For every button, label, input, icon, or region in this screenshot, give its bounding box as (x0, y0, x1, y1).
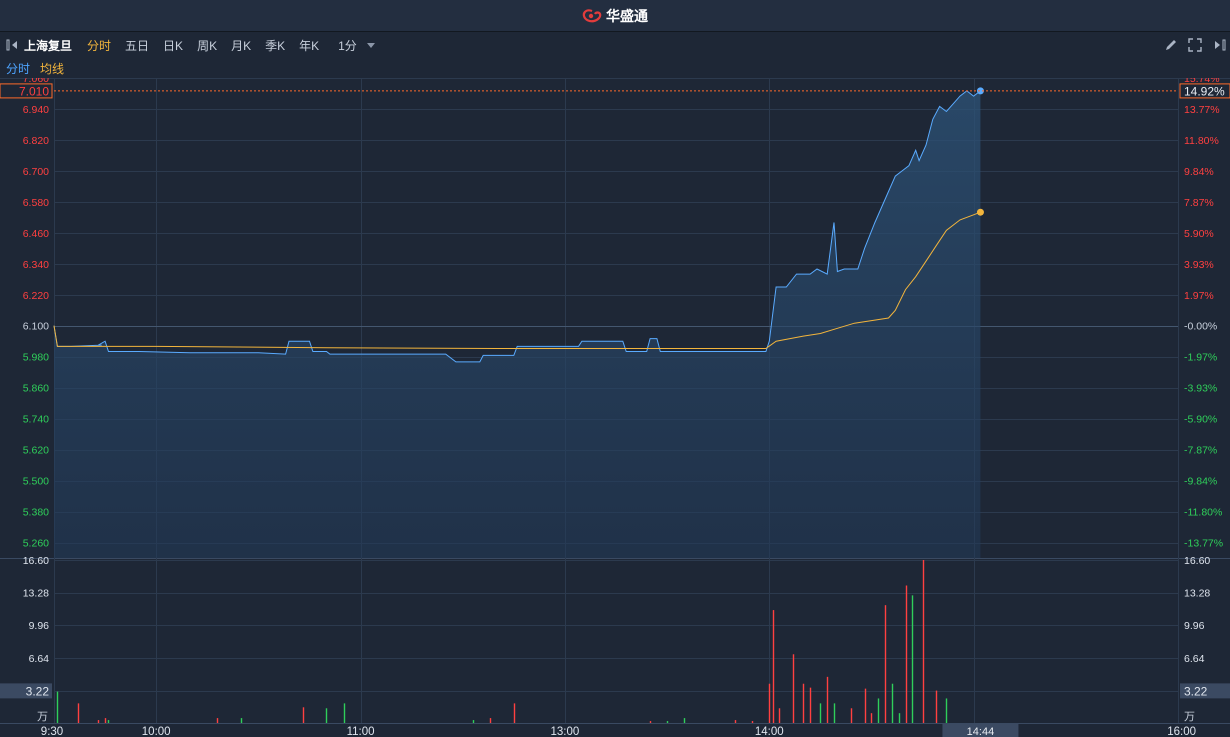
brand-name: 华盛通 (606, 7, 648, 24)
legend-avg-line: 均线 (40, 61, 65, 76)
pct-tick-label: 15.74% (1184, 78, 1220, 85)
pct-tick-label: -7.87% (1184, 445, 1217, 457)
pct-tick-label: -5.90% (1184, 414, 1217, 426)
price-tick-label: 6.100 (23, 321, 49, 333)
volume-tick-label-right: 13.28 (1184, 588, 1210, 600)
volume-tick-label-right: 3.22 (1184, 684, 1208, 698)
price-tick-label: 6.340 (23, 259, 49, 271)
volume-tick-label: 3.22 (26, 684, 50, 698)
volume-tick-label: 16.60 (23, 555, 49, 567)
time-tick-label: 16:00 (1167, 726, 1196, 737)
pct-tick-label: 13.77% (1184, 104, 1220, 116)
tab-month-k[interactable]: 月K (231, 38, 252, 53)
pct-tick-label: 3.93% (1184, 259, 1214, 271)
price-tick-label: 5.500 (23, 476, 49, 488)
title-bar: 华盛通 (0, 0, 1230, 32)
period-select[interactable]: 1分 (326, 37, 375, 54)
time-tick-label: 10:00 (142, 726, 171, 737)
price-tick-label: 6.580 (23, 197, 49, 209)
time-tick-label: 14:00 (755, 726, 784, 737)
tab-quarter-k[interactable]: 季K (265, 38, 286, 53)
price-area (54, 90, 981, 559)
price-tick-label: 6.460 (23, 228, 49, 240)
fullscreen-icon[interactable] (1188, 38, 1202, 52)
price-tick-label: 5.620 (23, 445, 49, 457)
volume-tick-label-right: 6.64 (1184, 653, 1205, 665)
collapse-left-icon[interactable] (6, 39, 20, 51)
price-tick-label: 5.260 (23, 538, 49, 550)
legend: 分时 均线 (0, 58, 1230, 78)
stock-name: 上海复旦 (24, 38, 73, 53)
price-tick-label: 6.220 (23, 290, 49, 302)
volume-tick-label: 9.96 (29, 620, 50, 632)
pct-tick-label: 1.97% (1184, 290, 1214, 302)
pct-tick-label: -11.80% (1184, 507, 1222, 519)
volume-crosshair-box-right (1180, 683, 1230, 699)
pct-tick-label: -0.00% (1184, 321, 1217, 333)
crosshair-pct-label: 14.92% (1184, 84, 1225, 98)
pct-tick-label: 11.80% (1184, 135, 1219, 147)
crosshair-price-box (0, 83, 53, 99)
pct-tick-label: -3.93% (1184, 383, 1217, 395)
price-tick-label: 7.060 (23, 78, 49, 85)
pencil-icon[interactable] (1164, 38, 1178, 52)
tab-minute[interactable]: 分时 (87, 38, 112, 53)
pct-tick-label: 7.87% (1184, 197, 1214, 209)
brand: 华盛通 (582, 6, 648, 26)
avg-line (53, 211, 981, 349)
volume-tick-label: 6.64 (29, 653, 50, 665)
toolbar: 上海复旦 分时 五日 日K 周K 月K 季K 年K 1分 (0, 32, 1230, 58)
price-line (53, 90, 981, 363)
price-tick-label: 5.980 (23, 352, 49, 364)
pct-tick-label: -13.77% (1184, 538, 1223, 550)
volume-tick-label: 13.28 (23, 588, 49, 600)
intraday-chart[interactable]: 7.060 15.74% 6.940 13.77% 6.820 11.80% 6.700 9.… (0, 78, 1230, 737)
tab-year-k[interactable]: 年K (299, 38, 320, 53)
price-line-endpoint (976, 87, 984, 95)
price-tick-label: 6.820 (23, 135, 49, 147)
pct-tick-label: -9.84% (1184, 476, 1217, 488)
time-tick-label: 11:00 (347, 726, 375, 737)
crosshair-price-label: 7.010 (19, 84, 49, 98)
price-tick-label: 6.700 (23, 166, 49, 178)
pct-tick-label: 5.90% (1184, 228, 1214, 240)
tab-five-day[interactable]: 五日 (125, 38, 150, 53)
tab-week-k[interactable]: 周K (197, 38, 218, 53)
price-tick-label: 5.740 (23, 414, 49, 426)
volume-tick-label-right: 16.60 (1184, 555, 1210, 567)
crosshair-time-label: 14:44 (967, 726, 995, 737)
pct-tick-label: -1.97% (1184, 352, 1217, 364)
tab-day-k[interactable]: 日K (163, 38, 184, 53)
avg-line-endpoint (976, 208, 984, 216)
price-tick-label: 5.860 (23, 383, 49, 395)
crosshair-time-box (942, 724, 1019, 737)
pct-tick-label: 9.84% (1184, 166, 1214, 178)
time-tick-label: 9:30 (41, 726, 63, 737)
brand-logo-icon (582, 8, 602, 22)
volume-crosshair-box (0, 683, 52, 699)
price-tick-label: 5.380 (23, 507, 49, 519)
expand-right-icon[interactable] (1212, 39, 1226, 51)
legend-time-line: 分时 (6, 61, 31, 76)
price-tick-label: 6.940 (23, 104, 49, 116)
period-value: 1分 (338, 38, 357, 53)
crosshair-pct-box (1179, 83, 1230, 99)
volume-unit-label-right: 万 (1184, 710, 1195, 723)
volume-unit-label: 万 (37, 710, 48, 723)
chevron-down-icon (366, 42, 375, 48)
volume-tick-label-right: 9.96 (1184, 620, 1205, 632)
time-tick-label: 13:00 (551, 726, 580, 737)
